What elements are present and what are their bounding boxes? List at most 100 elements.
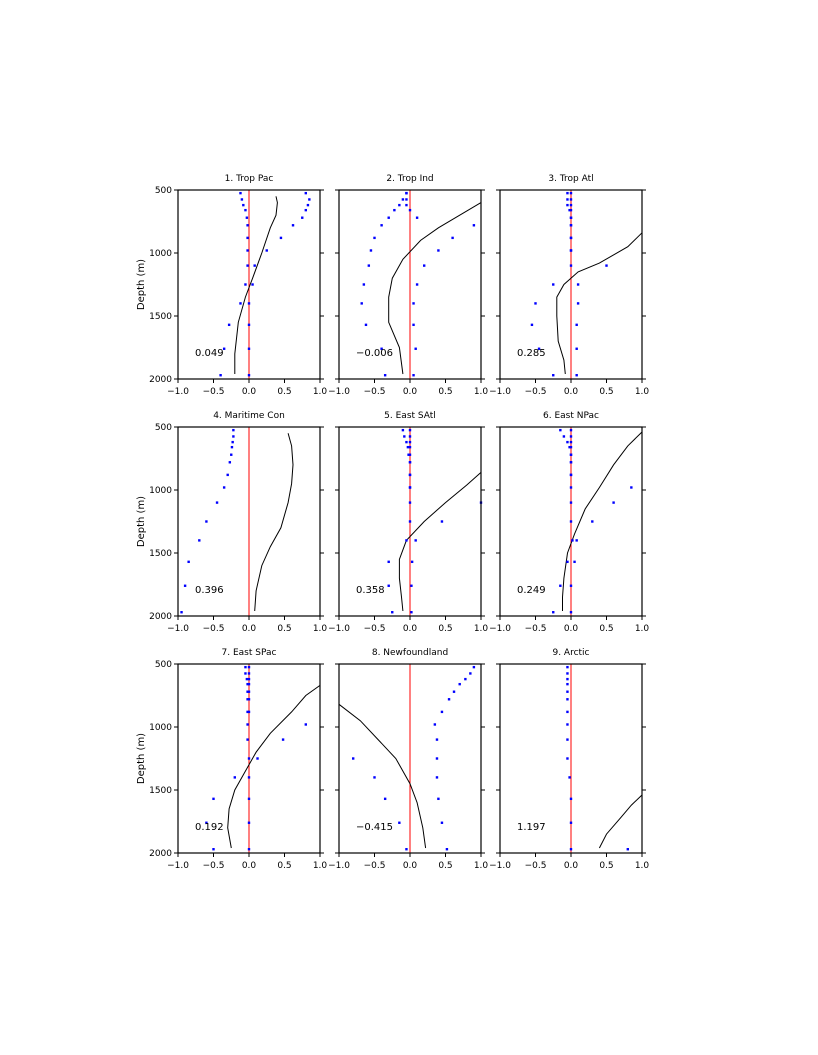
data-point [569, 198, 573, 201]
data-point [230, 445, 234, 449]
data-point [569, 453, 573, 456]
x-tick-label: 0.5 [438, 387, 452, 397]
data-point [566, 203, 569, 207]
data-point [566, 677, 569, 681]
data-point [414, 539, 417, 542]
data-point [435, 776, 439, 779]
data-point [405, 203, 408, 207]
data-point [367, 264, 371, 267]
data-point [569, 428, 573, 432]
data-point [469, 672, 472, 675]
x-tick-label: 0.5 [599, 624, 613, 634]
data-point [575, 374, 578, 377]
data-point [228, 461, 232, 464]
data-point [408, 208, 412, 212]
y-tick-label: 500 [155, 186, 172, 196]
data-point [246, 682, 249, 686]
data-point [246, 710, 249, 714]
data-point [380, 224, 383, 227]
data-point [534, 302, 537, 305]
data-point [569, 848, 573, 851]
data-point [408, 435, 412, 438]
data-point [575, 539, 578, 542]
data-point [246, 236, 249, 240]
data-point [569, 208, 573, 212]
data-point [245, 677, 249, 681]
data-point [380, 347, 383, 350]
data-point [405, 440, 408, 444]
data-point [626, 848, 629, 851]
data-point [552, 611, 555, 614]
data-point [569, 520, 573, 523]
data-point [408, 461, 412, 464]
data-point [612, 501, 615, 504]
panel-7: −1.0 −0.5 0.0 0.5 1.0 500 1000 1500 2000 7. East … [136, 648, 327, 871]
x-tick-label: 0.0 [403, 387, 418, 397]
profile-curve [598, 794, 643, 849]
data-point [246, 264, 249, 267]
data-point [244, 208, 247, 212]
data-point [246, 738, 249, 741]
x-tick-label: 1.0 [313, 387, 328, 397]
x-tick-label: 0.5 [277, 387, 291, 397]
panel-title: 8. Newfoundland [372, 648, 448, 658]
data-point [537, 347, 541, 350]
data-point [247, 848, 251, 851]
data-point [447, 698, 451, 701]
data-point [440, 821, 444, 824]
x-tick-label: −0.5 [525, 624, 547, 634]
profile-curve [556, 232, 643, 375]
data-point [352, 757, 355, 760]
data-point [364, 323, 368, 327]
data-point [569, 473, 573, 477]
data-point [373, 776, 376, 779]
data-point [568, 208, 571, 212]
data-point [566, 690, 569, 693]
data-point [569, 191, 573, 195]
data-point [630, 486, 633, 489]
data-point [245, 216, 249, 219]
data-point [568, 445, 571, 449]
data-point [566, 682, 569, 686]
panel-3: −1.0 −0.5 0.0 0.5 1.0 3. Trop Atl 0.285 [489, 174, 649, 397]
data-point [247, 698, 251, 701]
data-point [576, 283, 580, 286]
data-point [244, 672, 247, 675]
data-point [247, 797, 251, 801]
x-tick-label: −0.5 [203, 387, 225, 397]
x-tick-label: −1.0 [328, 861, 350, 871]
data-point [233, 776, 236, 779]
data-point [232, 428, 235, 432]
data-point [227, 323, 231, 327]
data-point [559, 428, 562, 432]
data-point [408, 428, 412, 432]
panel-title: 5. East SAtl [384, 411, 436, 421]
data-point [408, 453, 412, 456]
data-point [407, 453, 410, 456]
data-point [219, 374, 222, 377]
data-point [569, 611, 573, 614]
data-point [362, 283, 366, 286]
data-point [239, 191, 242, 195]
data-point [205, 520, 208, 523]
data-point [408, 486, 412, 489]
data-point [569, 584, 573, 587]
x-tick-label: −1.0 [167, 624, 189, 634]
x-tick-label: 1.0 [313, 861, 328, 871]
x-tick-label: 0.5 [438, 624, 452, 634]
x-tick-label: 1.0 [635, 387, 650, 397]
data-point [415, 216, 419, 219]
y-tick-label: 2000 [149, 612, 172, 622]
x-tick-label: 0.0 [564, 624, 579, 634]
data-point [566, 757, 569, 760]
data-point [187, 560, 190, 564]
profile-curve [562, 431, 643, 611]
panel-value-label: 0.249 [517, 585, 546, 596]
data-point [256, 757, 259, 760]
profile-curve [388, 202, 482, 375]
data-point [566, 191, 569, 195]
panel-value-label: 1.197 [517, 822, 546, 833]
y-tick-label: 2000 [149, 849, 172, 859]
x-tick-label: 1.0 [313, 624, 328, 634]
panel-value-label: 0.396 [195, 585, 224, 596]
